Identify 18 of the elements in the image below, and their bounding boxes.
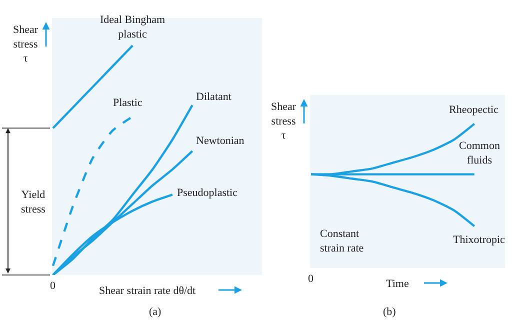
y-axis-title: Shear stress τ: [13, 24, 38, 65]
x-axis-title: Time: [386, 278, 409, 290]
series-label: Pseudoplastic: [177, 187, 238, 199]
series-label: Plastic: [113, 97, 142, 109]
text: 0: [50, 280, 56, 292]
text: 0: [308, 273, 314, 285]
series-label: Rheopectic: [449, 104, 499, 116]
series-label: Newtonian: [196, 135, 245, 147]
series-label: Common fluids: [459, 140, 500, 166]
annotation: Constant strain rate: [320, 228, 364, 254]
series-label: Ideal Bingham plastic: [100, 14, 166, 40]
text: Yield stress: [21, 189, 46, 216]
y-axis-title: Shear stress τ: [271, 101, 296, 142]
x-axis-title: Shear strain rate dθ/dt: [99, 285, 196, 297]
text: (a): [149, 306, 162, 318]
series-label: Thixotropic: [453, 234, 506, 246]
text: (b): [383, 306, 396, 318]
series-label: Dilatant: [196, 91, 232, 103]
